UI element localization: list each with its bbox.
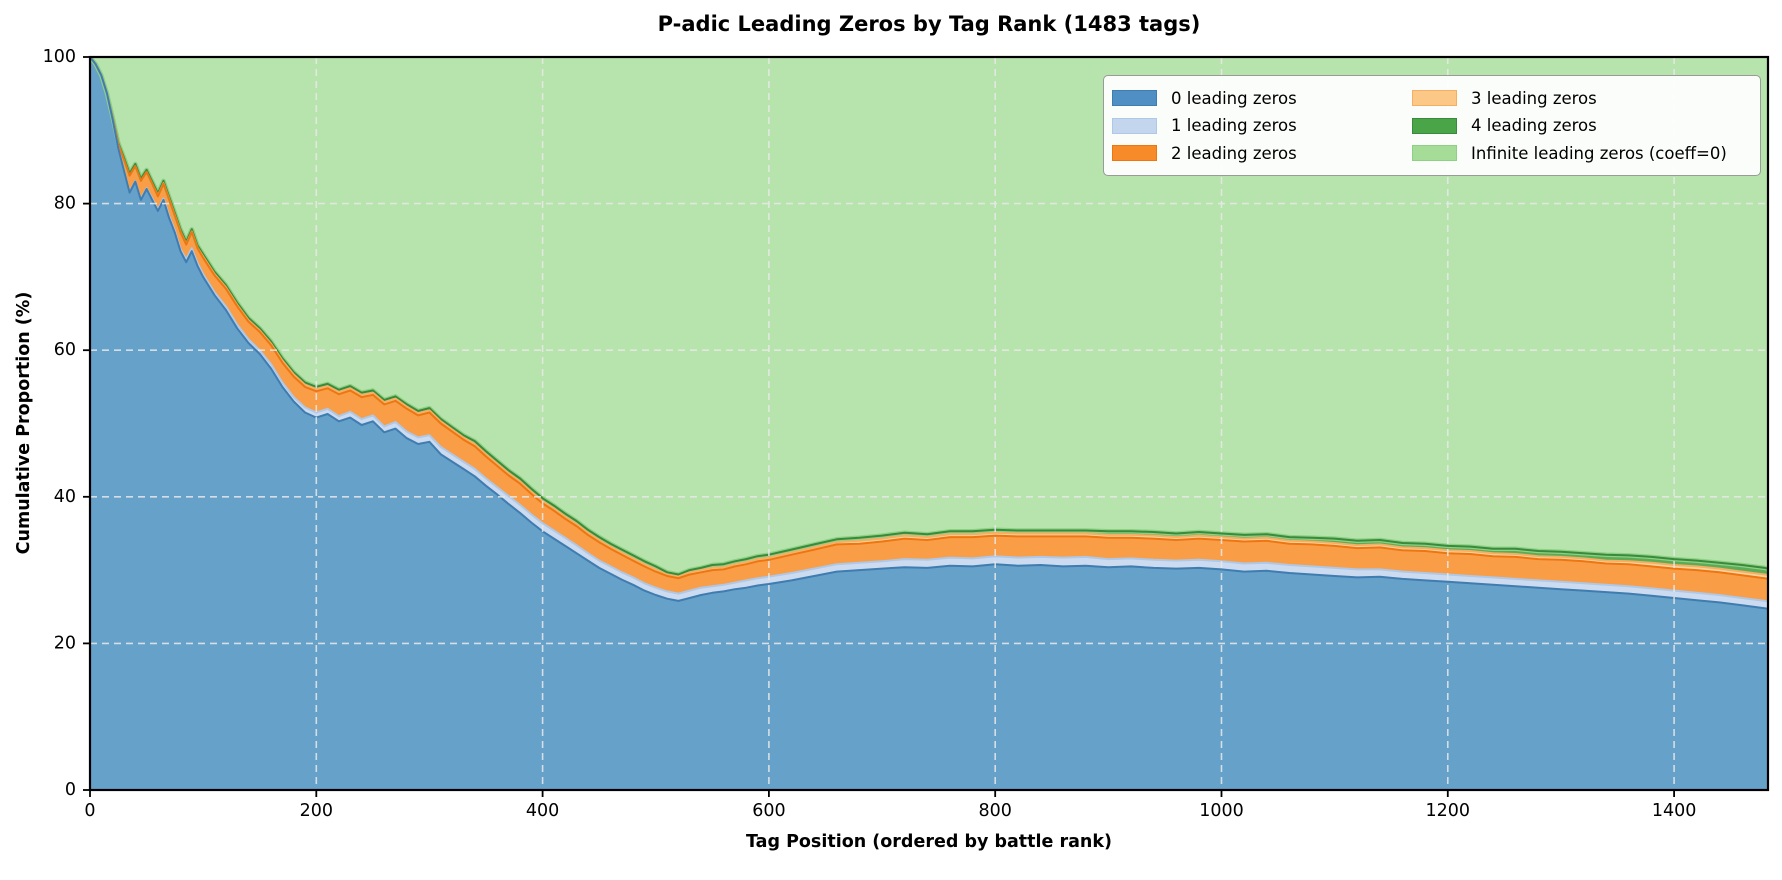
legend-swatch-icon <box>1112 90 1157 106</box>
x-tick-label: 1400 <box>1652 801 1697 821</box>
legend-swatch-icon <box>1112 117 1157 134</box>
legend-swatch-icon <box>1412 117 1457 134</box>
legend-label: 1 leading zeros <box>1171 116 1297 135</box>
x-tick-label: 800 <box>978 801 1011 821</box>
y-tick-label: 40 <box>54 487 76 507</box>
y-tick-label: 100 <box>43 47 76 67</box>
legend-swatch-icon <box>1412 90 1457 106</box>
legend-label: Infinite leading zeros (coeff=0) <box>1471 143 1727 163</box>
legend-label: 3 leading zeros <box>1471 88 1597 108</box>
y-tick-label: 80 <box>54 194 76 214</box>
x-tick-label: 600 <box>752 801 785 821</box>
legend-item-2: 2 leading zeros <box>1112 140 1412 166</box>
axes-spines <box>88 55 1770 792</box>
plot-area <box>90 57 1768 790</box>
x-axis-label: Tag Position (ordered by battle rank) <box>745 832 1113 852</box>
legend: 0 leading zeros 1 leading zeros 2 leading … <box>1103 75 1761 176</box>
chart-title: P-adic Leading Zeros by Tag Rank (1483 t… <box>657 12 1201 36</box>
x-tick-label: 0 <box>84 801 95 821</box>
legend-item-5: Infinite leading zeros (coeff=0) <box>1412 140 1750 166</box>
legend-label: 0 leading zeros <box>1171 88 1297 108</box>
y-tick-label: 0 <box>65 780 76 800</box>
x-tick-label: 400 <box>526 801 559 821</box>
legend-item-3: 3 leading zeros <box>1412 85 1750 111</box>
legend-label: 4 leading zeros <box>1471 116 1597 135</box>
x-tick-label: 1200 <box>1426 801 1471 821</box>
legend-item-0: 0 leading zeros <box>1112 85 1412 111</box>
x-tick-label: 200 <box>300 801 333 821</box>
legend-item-1: 1 leading zeros <box>1112 113 1412 139</box>
x-tick-label: 1000 <box>1199 801 1244 821</box>
legend-swatch-icon <box>1112 145 1157 161</box>
legend-column-2: 3 leading zeros 4 leading zeros Infinite l… <box>1412 85 1750 166</box>
y-tick-label: 60 <box>54 340 76 360</box>
area-series-0 <box>90 57 1768 790</box>
legend-label: 2 leading zeros <box>1171 143 1297 163</box>
y-tick-label: 20 <box>54 633 76 653</box>
legend-swatch-icon <box>1412 145 1457 161</box>
area-series-5 <box>90 57 1768 575</box>
legend-item-4: 4 leading zeros <box>1412 113 1750 139</box>
legend-column-1: 0 leading zeros 1 leading zeros 2 leading … <box>1112 85 1412 166</box>
